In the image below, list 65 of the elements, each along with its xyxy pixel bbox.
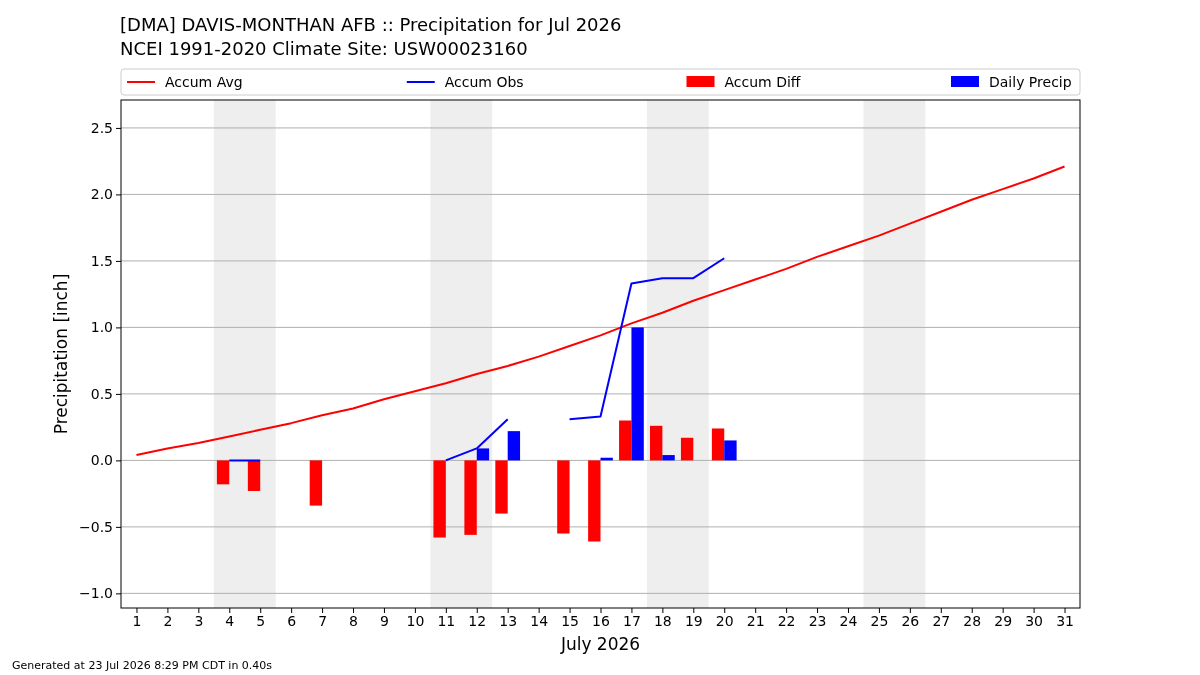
y-tick-label: 1.5 — [90, 252, 113, 269]
x-tick-label: 7 — [318, 612, 328, 629]
bar — [650, 425, 663, 461]
x-tick-label: 25 — [870, 612, 889, 629]
legend-label: Accum Avg — [165, 74, 243, 90]
y-tick-label: −1.0 — [79, 585, 113, 602]
x-tick-label: 11 — [437, 612, 456, 629]
bar — [631, 327, 644, 461]
bar — [464, 460, 477, 535]
bar — [433, 460, 446, 538]
bar — [309, 460, 323, 506]
legend-label: Daily Precip — [989, 74, 1072, 90]
bar — [495, 460, 508, 514]
x-tick-label: 23 — [808, 612, 827, 629]
x-tick-label: 27 — [932, 612, 951, 629]
x-tick-label: 30 — [1025, 612, 1044, 629]
x-tick-label: 19 — [684, 612, 703, 629]
x-tick-label: 2 — [163, 612, 173, 629]
bar — [711, 428, 725, 461]
x-tick-label: 28 — [963, 612, 982, 629]
x-tick-label: 20 — [715, 612, 734, 629]
x-tick-label: 6 — [287, 612, 297, 629]
x-tick-label: 10 — [406, 612, 425, 629]
x-tick-label: 5 — [256, 612, 266, 629]
x-tick-label: 24 — [839, 612, 858, 629]
x-tick-label: 22 — [777, 612, 796, 629]
y-tick-label: 1.0 — [90, 319, 113, 336]
x-tick-label: 31 — [1056, 612, 1074, 629]
y-axis-title: Precipitation [inch] — [51, 273, 71, 435]
bar — [724, 440, 737, 461]
x-tick-label: 29 — [994, 612, 1013, 629]
y-tick-label: 0.0 — [90, 452, 113, 469]
y-tick-label: 2.5 — [90, 119, 113, 136]
bar — [662, 455, 675, 461]
bar — [247, 460, 261, 491]
x-tick-label: 17 — [623, 612, 641, 629]
bar — [619, 420, 632, 461]
chart-title: [DMA] DAVIS-MONTHAN AFB :: Precipitation for Jul 2026 — [120, 14, 622, 35]
text: Generated at 23 Jul 2026 8:29 PM CDT in 0.40s — [12, 659, 273, 672]
legend-label: Accum Obs — [444, 74, 524, 90]
bar — [680, 437, 694, 461]
x-tick-label: 12 — [468, 612, 487, 629]
chart-subtitle: NCEI 1991-2020 Climate Site: USW00023160 — [120, 38, 528, 59]
bar — [216, 460, 230, 485]
y-tick-label: −0.5 — [79, 518, 113, 535]
x-tick-label: 1 — [132, 612, 142, 629]
x-tick-label: 8 — [349, 612, 358, 629]
bar — [588, 460, 601, 542]
x-axis-title: July 2026 — [559, 634, 641, 654]
bar — [507, 431, 521, 461]
x-tick-label: 4 — [225, 612, 235, 629]
x-tick-label: 9 — [379, 612, 389, 629]
y-tick-label: 0.5 — [90, 385, 113, 402]
x-tick-label: 13 — [499, 612, 518, 629]
bar — [557, 460, 570, 534]
x-tick-label: 14 — [530, 612, 549, 629]
x-tick-label: 21 — [746, 612, 765, 629]
x-tick-label: 3 — [194, 612, 204, 629]
x-tick-label: 18 — [653, 612, 672, 629]
x-tick-label: 15 — [561, 612, 579, 629]
y-tick-label: 2.0 — [90, 186, 113, 203]
legend-label: Accum Diff — [724, 74, 801, 90]
x-tick-label: 16 — [592, 612, 610, 629]
line-series — [135, 165, 1066, 457]
x-tick-label: 26 — [901, 612, 920, 629]
